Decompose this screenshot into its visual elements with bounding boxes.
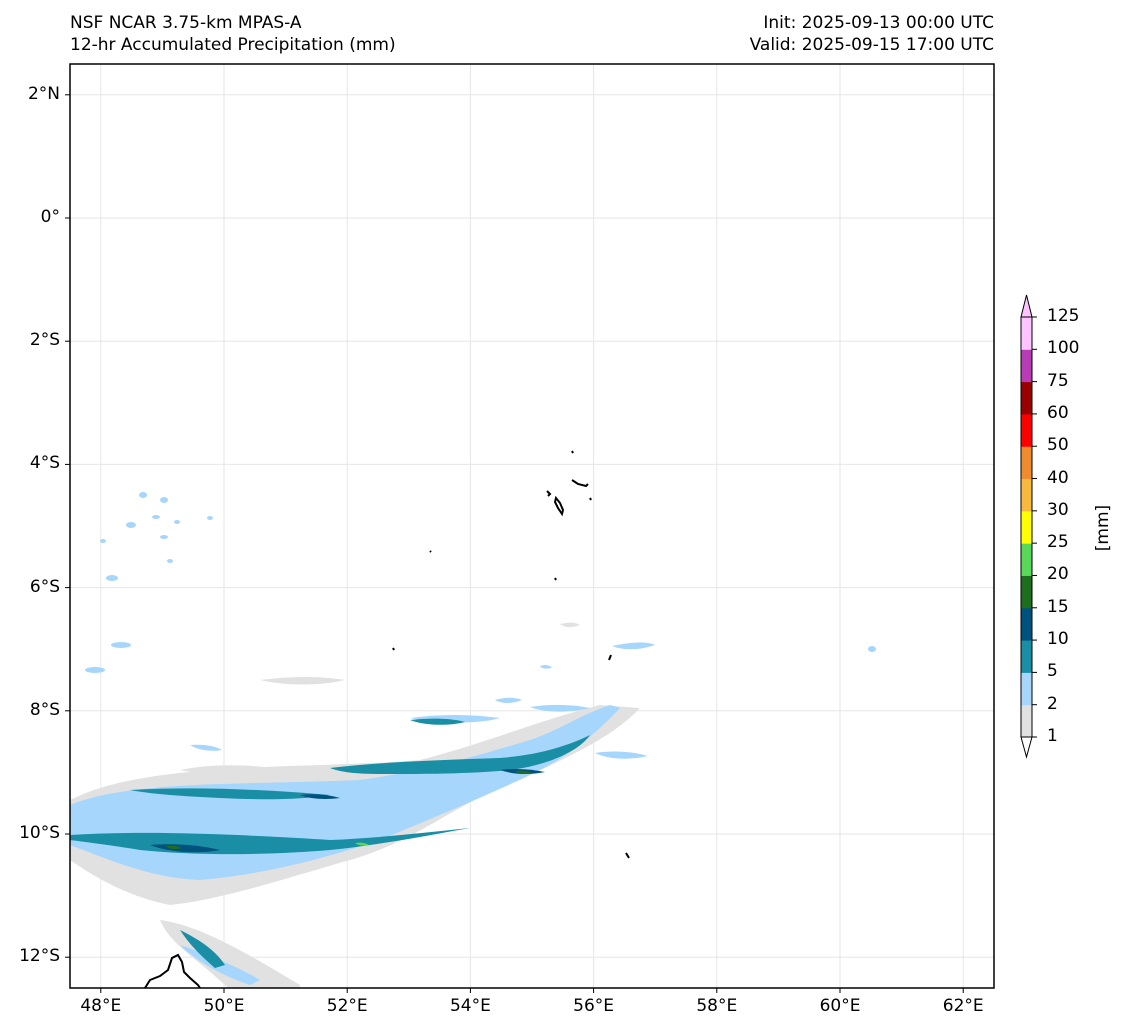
lat-tick-label: 8°S bbox=[29, 699, 60, 720]
coastlines bbox=[144, 450, 630, 989]
small-island-2 bbox=[554, 577, 557, 581]
seychelles-island-1 bbox=[546, 490, 552, 497]
colorbar-level-label: 1 bbox=[1047, 726, 1058, 746]
lon-tick-label: 52°E bbox=[326, 996, 368, 1016]
colorbar-level-label: 20 bbox=[1047, 564, 1069, 585]
colorbar-level-label: 60 bbox=[1047, 402, 1069, 423]
seychelles-island-2 bbox=[571, 479, 589, 488]
time-info-block: Init: 2025-09-13 00:00 UTC Valid: 2025-0… bbox=[750, 12, 994, 56]
colorbar-extend-max bbox=[1020, 294, 1033, 318]
lat-tick-label: 12°S bbox=[19, 946, 60, 967]
amirante-island bbox=[608, 654, 612, 661]
colorbar-segment bbox=[1021, 640, 1032, 673]
lat-tick-label: 6°S bbox=[29, 576, 60, 597]
lat-tick-label: 2°S bbox=[29, 330, 60, 351]
colorbar-level-label: 100 bbox=[1047, 338, 1080, 359]
colorbar-level-label: 25 bbox=[1047, 532, 1069, 553]
colorbar-segment bbox=[1021, 672, 1032, 706]
colorbar-segment bbox=[1021, 349, 1032, 383]
map-title-block: NSF NCAR 3.75-km MPAS-A 12-hr Accumulate… bbox=[70, 12, 396, 56]
colorbar-segment bbox=[1021, 510, 1032, 544]
colorbar-segment bbox=[1021, 381, 1032, 415]
model-title: NSF NCAR 3.75-km MPAS-A bbox=[70, 13, 302, 33]
lon-tick-label: 60°E bbox=[819, 996, 861, 1016]
init-time: Init: 2025-09-13 00:00 UTC bbox=[763, 13, 994, 33]
colorbar-segment bbox=[1021, 317, 1032, 350]
colorbar-level-label: 75 bbox=[1047, 370, 1069, 391]
seychelles-island-4 bbox=[589, 497, 592, 501]
colorbar-level-label: 15 bbox=[1047, 596, 1069, 617]
colorbar-level-label: 40 bbox=[1047, 467, 1069, 488]
colorbar bbox=[1020, 294, 1037, 759]
colorbar-level-label: 2 bbox=[1047, 693, 1058, 714]
lon-tick-label: 62°E bbox=[942, 996, 984, 1016]
farquhar-island bbox=[625, 852, 630, 859]
lat-tick-label: 2°N bbox=[27, 83, 60, 104]
colorbar-segment bbox=[1021, 543, 1032, 576]
colorbar-level-label: 50 bbox=[1047, 435, 1069, 456]
lon-tick-label: 54°E bbox=[449, 996, 491, 1016]
gridlines bbox=[70, 64, 994, 988]
valid-time: Valid: 2025-09-15 17:00 UTC bbox=[749, 35, 994, 55]
precip-20-25mm bbox=[355, 842, 369, 846]
colorbar-segment bbox=[1021, 478, 1032, 512]
map-frame bbox=[69, 63, 995, 989]
colorbar-level-label: 125 bbox=[1047, 306, 1080, 326]
colorbar-level-label: 30 bbox=[1047, 499, 1069, 520]
lat-tick-label: 4°S bbox=[29, 453, 60, 474]
colorbar-level-label: 5 bbox=[1047, 661, 1058, 682]
lat-tick-label: 10°S bbox=[19, 823, 60, 843]
lon-tick-label: 56°E bbox=[573, 996, 615, 1016]
colorbar-segment bbox=[1021, 446, 1032, 480]
lat-tick-label: 0° bbox=[40, 207, 60, 227]
lon-tick-label: 58°E bbox=[696, 996, 738, 1016]
small-island-1 bbox=[429, 550, 432, 553]
colorbar-extend-min bbox=[1020, 736, 1033, 759]
lon-tick-label: 48°E bbox=[80, 996, 122, 1016]
colorbar-frame bbox=[1020, 316, 1033, 738]
colorbar-unit-label: [mm] bbox=[1093, 504, 1114, 552]
precip-scatter bbox=[85, 492, 876, 673]
field-title: 12-hr Accumulated Precipitation (mm) bbox=[70, 35, 396, 55]
colorbar-segment bbox=[1021, 704, 1032, 738]
small-island-3 bbox=[392, 647, 395, 651]
madagascar-coastline bbox=[144, 953, 201, 989]
colorbar-segment bbox=[1021, 575, 1032, 609]
precip-15-20mm bbox=[165, 770, 532, 850]
axis-ticks bbox=[65, 94, 964, 993]
precipitation-field bbox=[70, 492, 876, 988]
colorbar-segment bbox=[1021, 607, 1032, 641]
colorbar-segment bbox=[1021, 413, 1032, 447]
seychelles-mahe-island bbox=[553, 495, 565, 517]
seychelles-island-3 bbox=[571, 450, 574, 454]
colorbar-level-label: 10 bbox=[1047, 629, 1069, 650]
lon-tick-label: 50°E bbox=[203, 996, 245, 1016]
